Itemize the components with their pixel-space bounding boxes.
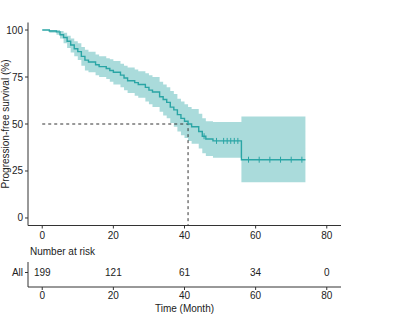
x-tick xyxy=(113,226,114,229)
censor-mark xyxy=(248,157,249,163)
risk-x-tick-label: 20 xyxy=(108,290,120,301)
censor-mark xyxy=(291,157,292,163)
risk-x-tick-label: 80 xyxy=(321,290,333,301)
risk-x-tick-label: 0 xyxy=(39,290,45,301)
y-tick xyxy=(25,217,28,218)
x-tick xyxy=(326,226,327,229)
x-tick-label: 60 xyxy=(250,230,262,241)
censor-mark xyxy=(237,138,238,144)
x-tick-label: 80 xyxy=(321,230,333,241)
x-tick xyxy=(255,226,256,229)
censor-mark xyxy=(259,157,260,163)
y-tick-label: 0 xyxy=(17,212,23,223)
median-line xyxy=(42,124,188,226)
y-tick-label: 50 xyxy=(12,119,24,130)
risk-count: 61 xyxy=(179,267,191,278)
y-tick xyxy=(25,124,28,125)
risk-count: 199 xyxy=(34,267,51,278)
censor-mark xyxy=(280,157,281,163)
plot-area xyxy=(42,30,305,225)
chart: 0 25 50 75 100 0 20 40 60 80 Progression-free surv… xyxy=(0,0,400,315)
y-tick-label: 100 xyxy=(6,25,23,36)
y-axis-label: Progression-free survival (%) xyxy=(0,60,11,189)
risk-x-tick-label: 60 xyxy=(250,290,262,301)
censor-mark xyxy=(301,157,302,163)
censor-mark xyxy=(216,138,217,144)
risk-count: 0 xyxy=(324,267,330,278)
censor-mark xyxy=(234,138,235,144)
y-tick xyxy=(25,77,28,78)
x-tick xyxy=(184,226,185,229)
risk-count: 34 xyxy=(250,267,262,278)
risk-table-title: Number at risk xyxy=(30,246,96,257)
survival-curve xyxy=(42,30,305,160)
confidence-band xyxy=(42,30,305,182)
censor-mark xyxy=(204,133,205,139)
x-tick-label: 0 xyxy=(39,230,45,241)
censor-mark xyxy=(230,138,231,144)
risk-row-label: All xyxy=(12,267,23,278)
x-axis-label: Time (Month) xyxy=(155,303,214,314)
risk-y-axis-line xyxy=(28,262,29,287)
censor-mark xyxy=(227,138,228,144)
censor-mark xyxy=(223,138,224,144)
censor-mark xyxy=(269,157,270,163)
x-tick-label: 40 xyxy=(179,230,191,241)
y-tick-label: 75 xyxy=(12,72,24,83)
x-tick-label: 20 xyxy=(108,230,120,241)
x-tick xyxy=(42,226,43,229)
risk-count: 121 xyxy=(105,267,122,278)
y-tick xyxy=(25,170,28,171)
risk-row-tick xyxy=(25,272,28,273)
y-tick-label: 25 xyxy=(12,165,24,176)
y-tick xyxy=(25,30,28,31)
risk-x-tick-label: 40 xyxy=(179,290,191,301)
